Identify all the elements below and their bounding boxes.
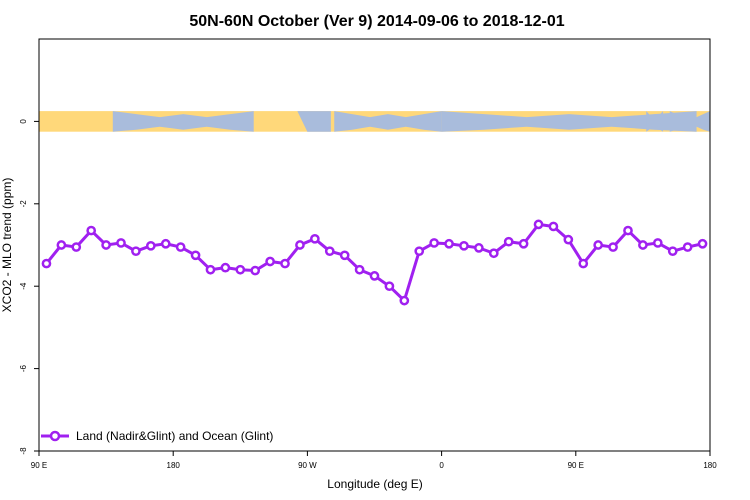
data-point (56, 240, 67, 250)
data-point (354, 264, 365, 275)
data-point (638, 240, 648, 250)
data-point (116, 238, 126, 248)
data-point (488, 248, 499, 259)
data-point (131, 246, 141, 257)
data-point (608, 242, 618, 252)
x-tick-label: 90 E (568, 461, 584, 470)
data-point (548, 221, 559, 232)
y-tick-label: -6 (19, 364, 28, 372)
data-point (86, 225, 97, 236)
chart-title: 50N-60N October (Ver 9) 2014-09-06 to 20… (189, 13, 564, 30)
data-point (399, 295, 410, 306)
data-point (339, 250, 350, 261)
x-tick-label: 90 W (298, 461, 317, 470)
data-point (444, 238, 454, 249)
x-tick-label: 180 (703, 461, 717, 470)
data-point (682, 242, 693, 252)
data-point (160, 238, 171, 249)
x-axis: 90 E 180 90 W 0 90 E 180 (31, 451, 717, 470)
y-axis-label: XCO2 - MLO trend (ppm) (0, 178, 14, 313)
x-tick-label: 180 (167, 461, 181, 470)
data-point (235, 264, 246, 275)
data-point (101, 240, 111, 250)
x-tick-label: 90 E (31, 461, 47, 470)
map-ocean-north-america-lakes (334, 111, 442, 132)
data-point (563, 234, 574, 245)
plot-frame (38, 38, 711, 452)
data-point (667, 246, 678, 257)
series-layer (41, 219, 708, 306)
data-point (623, 225, 633, 236)
x-tick-label: 0 (439, 461, 444, 470)
data-point (190, 250, 201, 261)
data-point (384, 281, 395, 292)
data-point (578, 258, 589, 269)
map-ocean-pacific-east (669, 111, 710, 132)
y-tick-label: -4 (19, 282, 28, 290)
data-point (265, 256, 275, 267)
y-tick-label: -2 (19, 200, 28, 208)
y-axis: 0 -2 -4 -6 -8 (19, 119, 39, 455)
data-point (652, 238, 663, 248)
legend: Land (Nadir&Glint) and Ocean (Glint) (41, 429, 273, 443)
map-ocean-pacific (112, 111, 254, 132)
map-ocean-hudson (297, 111, 331, 132)
data-point (429, 238, 439, 248)
data-point (310, 233, 320, 244)
data-point (145, 240, 156, 251)
legend-label: Land (Nadir&Glint) and Ocean (Glint) (76, 429, 273, 443)
map-ocean-arctic-north (646, 111, 664, 132)
map-ocean-atlantic (441, 111, 697, 132)
data-point (205, 264, 216, 275)
data-point (459, 240, 469, 251)
x-axis-label: Longitude (deg E) (327, 477, 422, 491)
y-tick-label: 0 (19, 119, 28, 124)
data-point (593, 240, 604, 250)
data-point (503, 236, 514, 247)
data-point (369, 271, 380, 281)
map-band (39, 111, 710, 132)
y-tick-label: -8 (19, 447, 28, 455)
data-point (533, 219, 544, 230)
data-point (518, 238, 529, 249)
legend-marker (49, 430, 61, 442)
data-point (295, 240, 305, 250)
data-point (280, 258, 290, 269)
data-point (414, 246, 425, 257)
data-point (324, 246, 335, 257)
data-point (41, 258, 52, 269)
series-line (45, 222, 703, 303)
data-point (697, 238, 708, 249)
data-point (220, 262, 231, 273)
data-point (175, 242, 186, 252)
data-point (250, 265, 261, 276)
data-point (474, 243, 484, 253)
data-point (71, 242, 82, 252)
